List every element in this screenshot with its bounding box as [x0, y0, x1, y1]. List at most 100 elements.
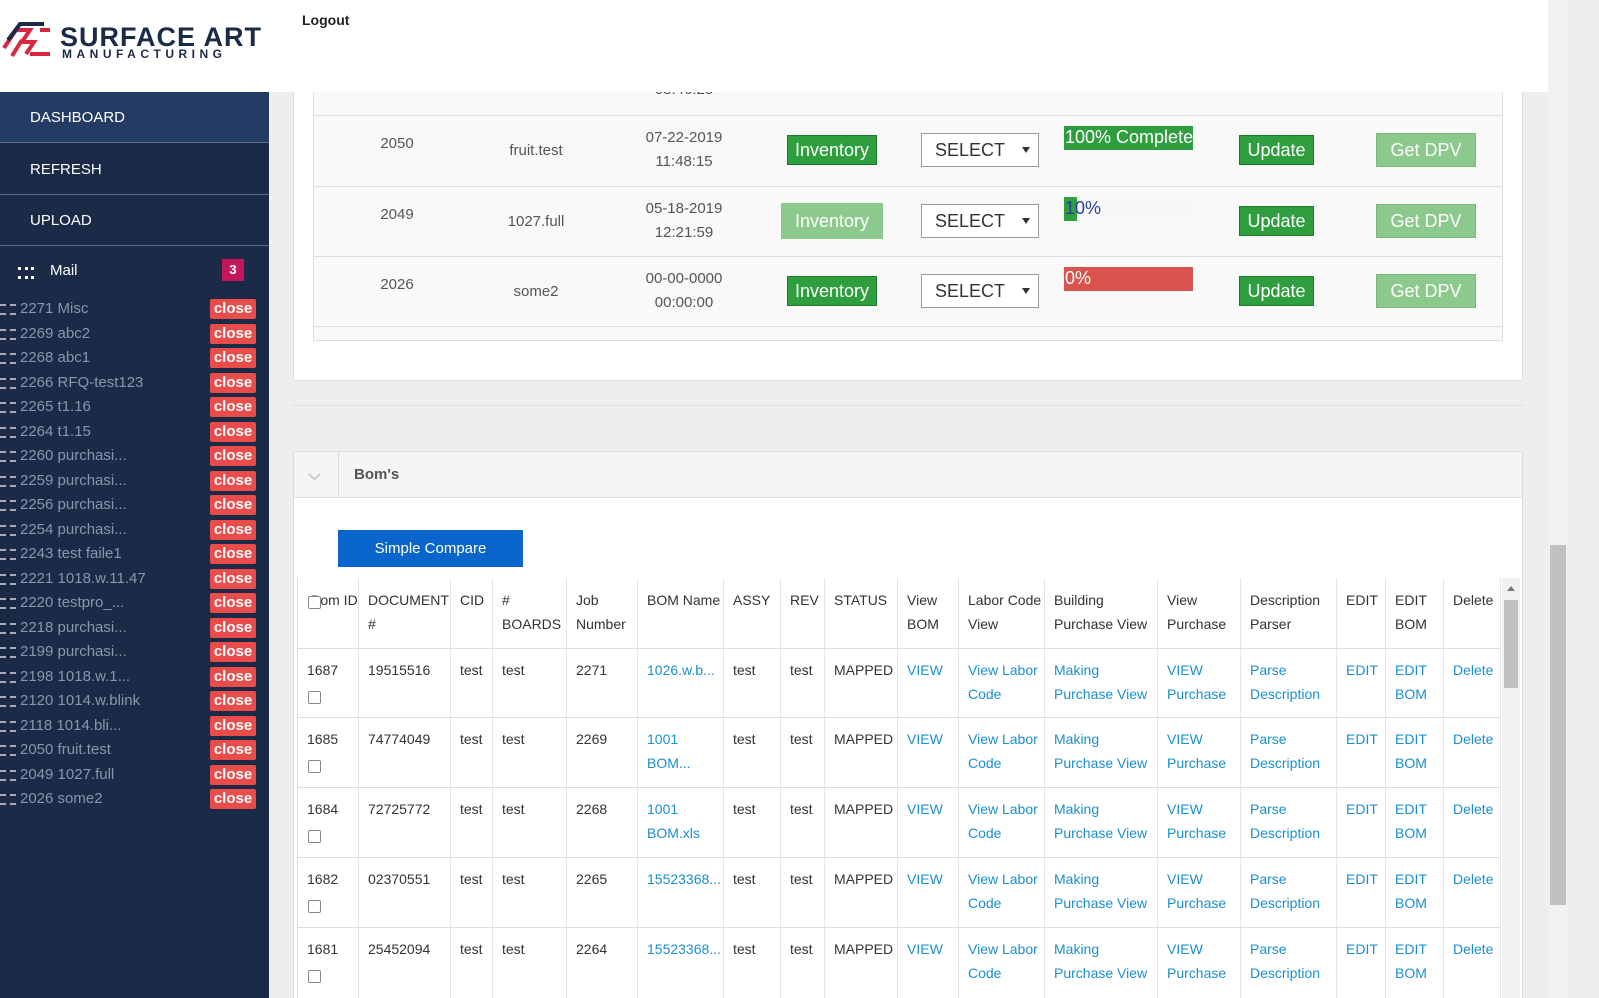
close-button[interactable]: close [210, 593, 256, 613]
bom-cell[interactable]: Making Purchase View [1054, 940, 1148, 981]
mail-item[interactable]: 2268 abc1 [20, 349, 91, 366]
bom-cell[interactable]: Parse Description [1250, 940, 1321, 981]
scroll-thumb[interactable] [1550, 545, 1566, 905]
nav-item[interactable]: REFRESH [0, 143, 269, 195]
bom-cell[interactable]: EDIT BOM [1395, 731, 1427, 772]
close-button[interactable]: close [210, 446, 256, 466]
bom-cell[interactable]: 1001 BOM... [647, 731, 691, 772]
mail-item[interactable]: 2118 1014.bli... [20, 716, 122, 734]
bom-cell[interactable]: Making Purchase View [1054, 731, 1148, 772]
bom-cell[interactable]: Parse Description [1250, 870, 1321, 911]
inventory-button[interactable]: Inventory [787, 135, 877, 165]
bom-cell[interactable]: View Labor Code [968, 801, 1038, 842]
nav-item[interactable]: UPLOAD [0, 195, 269, 246]
bom-cell[interactable]: EDIT [1346, 731, 1378, 748]
mail-item[interactable]: 2199 purchasi... [20, 643, 127, 660]
mail-item[interactable]: 2049 1027.full [20, 765, 115, 783]
close-button[interactable]: close [210, 397, 256, 417]
mail-item[interactable]: 2120 1014.w.blink [20, 692, 141, 709]
bom-cell[interactable]: Parse Description [1250, 661, 1321, 702]
inventory-button[interactable]: Inventory [781, 202, 883, 239]
close-button[interactable]: close [210, 348, 256, 368]
bom-cell[interactable]: EDIT [1346, 870, 1378, 887]
bom-cell[interactable]: VIEW [907, 940, 943, 957]
mail-item[interactable]: 2243 test faile1 [20, 545, 122, 562]
bom-cell[interactable]: Delete [1453, 801, 1494, 818]
row-checkbox[interactable] [308, 690, 321, 704]
mail-item[interactable]: 2264 t1.15 [20, 422, 91, 440]
page-scrollbar[interactable] [1548, 0, 1568, 998]
mail-item[interactable]: 2221 1018.w.11.47 [20, 569, 146, 587]
close-button[interactable]: close [210, 544, 256, 564]
bom-cell[interactable]: View Labor Code [968, 870, 1038, 911]
mail-item[interactable]: 2026 some2 [20, 790, 103, 807]
close-button[interactable]: close [210, 372, 256, 393]
close-button[interactable]: close [210, 740, 256, 760]
bom-cell[interactable]: Delete [1453, 661, 1494, 678]
bom-cell[interactable]: Delete [1453, 870, 1494, 887]
get-dpv-button[interactable]: Get DPV [1376, 133, 1476, 167]
get-dpv-button[interactable]: Get DPV [1376, 203, 1476, 238]
bom-cell[interactable]: EDIT BOM [1395, 661, 1427, 702]
collapse-toggle[interactable] [294, 452, 339, 498]
close-button[interactable]: close [210, 789, 256, 809]
select-dropdown[interactable]: SELECT [921, 274, 1039, 308]
bom-cell[interactable]: EDIT [1346, 940, 1378, 957]
mail-item[interactable]: 2050 fruit.test [20, 741, 111, 758]
bom-cell[interactable]: 15523368... [647, 870, 721, 887]
bom-cell[interactable]: View Labor Code [968, 661, 1038, 702]
bom-cell[interactable]: Making Purchase View [1054, 661, 1148, 702]
bom-cell[interactable]: VIEW [907, 801, 943, 818]
bom-cell[interactable]: VIEW Purchase [1167, 661, 1227, 702]
mail-item[interactable]: 2260 purchasi... [20, 447, 127, 464]
bom-cell[interactable]: View Labor Code [968, 731, 1038, 772]
close-button[interactable]: close [210, 666, 256, 687]
close-button[interactable]: close [210, 764, 256, 785]
mail-item[interactable]: 2265 t1.16 [20, 398, 91, 415]
inventory-button[interactable]: Inventory [787, 276, 877, 306]
header-checkbox[interactable] [308, 596, 321, 609]
bom-cell[interactable]: Parse Description [1250, 731, 1321, 772]
bom-cell[interactable]: VIEW Purchase [1167, 940, 1227, 981]
bom-cell[interactable]: Parse Description [1250, 801, 1321, 842]
close-button[interactable]: close [210, 323, 256, 344]
mail-item[interactable]: 2271 Misc [20, 300, 89, 317]
mail-item[interactable]: 2259 purchasi... [20, 471, 127, 489]
close-button[interactable]: close [210, 715, 256, 736]
close-button[interactable]: close [210, 470, 256, 491]
bom-cell[interactable]: EDIT BOM [1395, 801, 1427, 842]
close-button[interactable]: close [210, 299, 256, 319]
bom-cell[interactable]: Delete [1453, 940, 1494, 957]
bom-cell[interactable]: EDIT [1346, 801, 1378, 818]
bom-cell[interactable]: VIEW [907, 731, 943, 748]
mail-item[interactable]: 2266 RFQ-test123 [20, 373, 144, 391]
mail-item[interactable]: 2269 abc2 [20, 324, 91, 342]
bom-cell[interactable]: Delete [1453, 731, 1494, 748]
bom-cell[interactable]: VIEW Purchase [1167, 801, 1227, 842]
bom-cell[interactable]: VIEW [907, 661, 943, 678]
close-button[interactable]: close [210, 519, 256, 540]
row-checkbox[interactable] [308, 830, 321, 844]
bom-cell[interactable]: Making Purchase View [1054, 870, 1148, 911]
row-checkbox[interactable] [308, 899, 321, 913]
close-button[interactable]: close [210, 421, 256, 442]
nav-item[interactable]: DASHBOARD [0, 92, 269, 143]
bom-cell[interactable]: EDIT [1346, 661, 1378, 678]
bom-cell[interactable]: 1026.w.b... [647, 661, 715, 678]
bom-cell[interactable]: View Labor Code [968, 940, 1038, 981]
mail-item[interactable]: 2256 purchasi... [20, 496, 127, 513]
logout[interactable]: Logout [302, 12, 350, 28]
close-button[interactable]: close [210, 568, 256, 589]
mail-item[interactable]: 2254 purchasi... [20, 520, 127, 538]
row-checkbox[interactable] [308, 969, 321, 983]
bom-cell[interactable]: EDIT BOM [1395, 940, 1427, 981]
bom-cell[interactable]: Making Purchase View [1054, 801, 1148, 842]
close-button[interactable]: close [210, 617, 256, 638]
bom-cell[interactable]: 15523368... [647, 940, 721, 957]
row-checkbox[interactable] [308, 760, 321, 774]
table-scroll-thumb[interactable] [1504, 600, 1518, 688]
bom-cell[interactable]: 1001 BOM.xls [647, 801, 700, 842]
mail-item[interactable]: 2218 purchasi... [20, 618, 127, 636]
select-dropdown[interactable]: SELECT [921, 133, 1039, 167]
close-button[interactable]: close [210, 495, 256, 515]
